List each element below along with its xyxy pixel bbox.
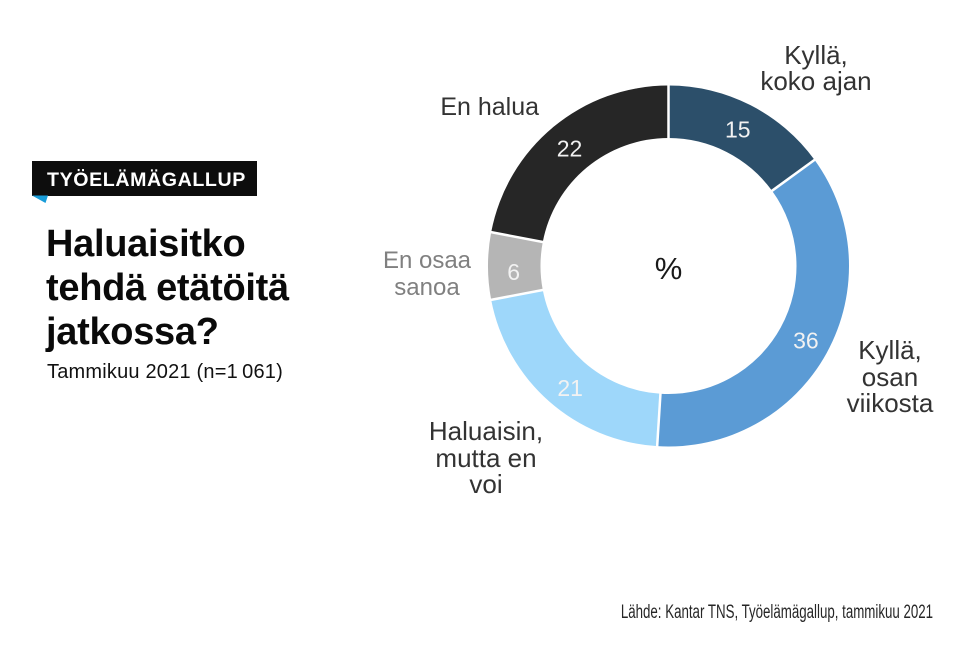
svg-text:%: % bbox=[655, 251, 683, 286]
svg-text:36: 36 bbox=[793, 328, 819, 354]
svg-text:6: 6 bbox=[507, 259, 520, 285]
svg-text:15: 15 bbox=[725, 117, 751, 143]
svg-text:22: 22 bbox=[557, 136, 583, 162]
svg-text:21: 21 bbox=[557, 375, 583, 401]
